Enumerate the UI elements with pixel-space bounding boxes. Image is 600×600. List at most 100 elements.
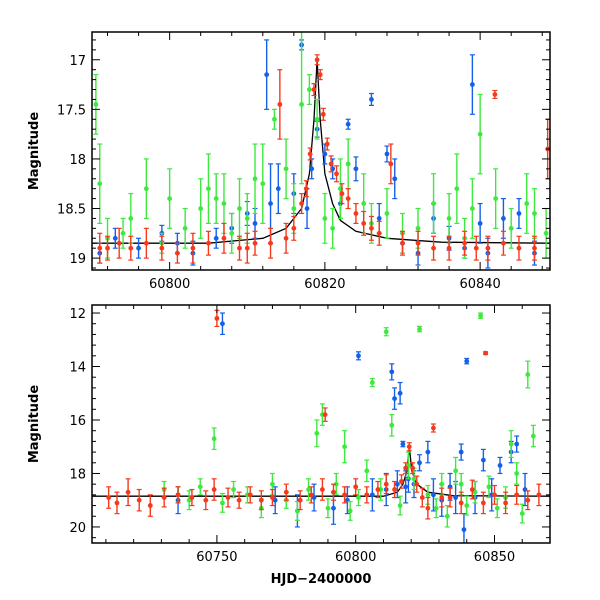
data-point xyxy=(252,240,258,246)
data-point xyxy=(128,245,134,251)
data-point xyxy=(439,495,445,500)
data-point xyxy=(458,481,464,487)
data-point xyxy=(388,161,394,167)
data-point xyxy=(114,500,120,506)
data-point xyxy=(392,396,397,401)
data-point xyxy=(345,161,351,167)
data-point xyxy=(514,492,520,498)
data-point xyxy=(469,487,475,492)
data-point xyxy=(397,503,403,508)
data-point xyxy=(464,503,470,508)
data-point xyxy=(345,196,351,202)
data-point xyxy=(458,449,464,455)
data-point xyxy=(454,186,460,192)
data-point xyxy=(345,121,351,127)
data-point xyxy=(425,449,431,455)
data-point xyxy=(277,101,283,107)
data-point xyxy=(247,492,253,498)
x-tick-label: 60800 xyxy=(149,277,190,292)
data-point xyxy=(486,484,492,490)
data-point xyxy=(411,476,417,482)
data-point xyxy=(330,225,336,231)
data-point xyxy=(492,92,498,97)
data-point xyxy=(356,495,361,500)
data-point xyxy=(214,315,220,321)
data-point xyxy=(320,111,326,117)
data-point xyxy=(415,225,421,231)
data-point xyxy=(97,245,103,251)
data-point xyxy=(306,87,312,92)
data-point xyxy=(369,225,374,231)
model-curve xyxy=(92,59,550,244)
data-point xyxy=(264,72,270,78)
data-point xyxy=(182,225,188,231)
data-point xyxy=(283,166,289,172)
data-point xyxy=(394,481,400,487)
data-point xyxy=(112,235,118,241)
data-point xyxy=(322,412,328,418)
data-point xyxy=(213,196,219,202)
data-point xyxy=(361,220,367,226)
data-point xyxy=(309,166,315,172)
data-point xyxy=(283,489,289,495)
data-point xyxy=(485,245,491,251)
x-tick-label: 60850 xyxy=(474,550,515,565)
data-point xyxy=(417,460,422,466)
series-red xyxy=(106,309,542,520)
data-point xyxy=(462,240,468,246)
data-point xyxy=(324,141,330,147)
data-point xyxy=(258,497,264,503)
data-point xyxy=(369,97,374,102)
y-tick-label: 17.5 xyxy=(57,103,86,118)
data-point xyxy=(477,131,483,137)
data-point xyxy=(203,497,209,503)
bottom-panel-ylabel: Magnitude xyxy=(27,385,42,464)
data-point xyxy=(317,72,323,78)
data-point xyxy=(543,230,549,236)
data-point xyxy=(397,390,403,396)
data-point xyxy=(392,487,397,492)
data-point xyxy=(530,433,536,439)
series-red xyxy=(97,54,550,264)
top-panel-frame xyxy=(91,31,551,271)
x-tick-label: 60840 xyxy=(459,277,500,292)
y-tick-label: 20 xyxy=(69,521,86,536)
data-point xyxy=(417,326,422,332)
data-point xyxy=(433,505,439,511)
data-point xyxy=(400,240,405,246)
data-point xyxy=(461,527,467,533)
data-point xyxy=(525,372,531,377)
data-point xyxy=(392,176,398,182)
data-point xyxy=(403,465,409,471)
data-point xyxy=(105,245,110,251)
data-point xyxy=(198,206,204,211)
data-point xyxy=(125,489,131,495)
data-point xyxy=(252,220,258,226)
data-point xyxy=(446,245,452,251)
data-point xyxy=(197,484,203,490)
data-point xyxy=(270,481,275,487)
data-point xyxy=(322,151,328,157)
data-point xyxy=(167,196,173,202)
data-point xyxy=(147,503,153,508)
x-tick-label: 60750 xyxy=(196,550,237,565)
data-point xyxy=(334,171,339,177)
data-point xyxy=(431,425,436,431)
data-point xyxy=(342,492,347,498)
data-point xyxy=(384,211,390,216)
data-point xyxy=(159,245,165,251)
y-tick-label: 16 xyxy=(69,414,86,429)
data-point xyxy=(458,500,464,506)
x-tick-label: 60820 xyxy=(304,277,345,292)
data-point xyxy=(508,441,514,447)
data-point xyxy=(480,457,486,463)
data-point xyxy=(525,497,531,503)
y-tick-label: 12 xyxy=(69,307,86,322)
data-point xyxy=(400,441,406,447)
data-point xyxy=(514,471,520,476)
data-point xyxy=(444,513,450,519)
data-point xyxy=(369,492,375,498)
data-point xyxy=(406,444,412,450)
data-point xyxy=(206,240,211,246)
